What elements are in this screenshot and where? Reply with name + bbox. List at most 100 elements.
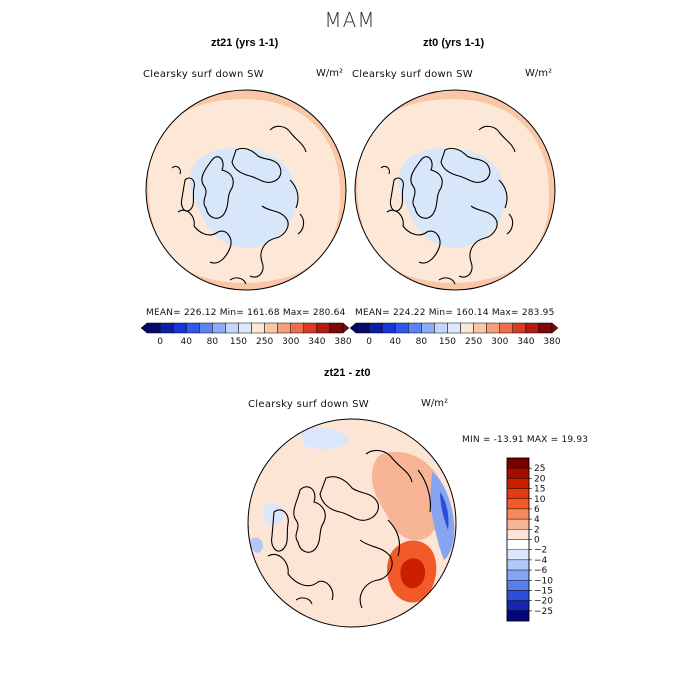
panel3-colorbar-tick-label: −4 bbox=[534, 556, 548, 566]
panel3-colorbar-tick-label: 20 bbox=[534, 474, 546, 484]
panel3-colorbar-swatch bbox=[506, 569, 530, 581]
panel3-region-hotspot-core bbox=[400, 558, 426, 589]
panel1-colorbar-swatch bbox=[199, 322, 213, 334]
panel3-colorbar-tick-label: 6 bbox=[534, 505, 540, 515]
panel2-colorbar: 0 40 80 150 250 300 340 380 bbox=[349, 322, 561, 347]
panel3-colorbar-tick-label: −25 bbox=[534, 607, 553, 617]
panel1-map bbox=[145, 89, 347, 291]
panel1-variable-label: Clearsky surf down SW bbox=[143, 69, 264, 80]
panel1-colorbar-swatch bbox=[212, 322, 226, 334]
panel3-colorbar-tick-label: 10 bbox=[534, 495, 546, 505]
panel2-title: zt0 (yrs 1-1) bbox=[423, 37, 485, 49]
panel3-colorbar-swatch bbox=[506, 539, 530, 550]
panel3-stats: MIN = -13.91 MAX = 19.93 bbox=[462, 435, 589, 445]
panel2-colorbar-swatch bbox=[355, 322, 370, 334]
panel1-title: zt21 (yrs 1-1) bbox=[211, 37, 279, 49]
panel1-colorbar-tick-label: 380 bbox=[334, 337, 351, 347]
panel2-colorbar-swatch bbox=[381, 322, 396, 334]
panel1-colorbar-tick-label: 250 bbox=[256, 337, 273, 347]
panel3-colorbar-swatch bbox=[506, 529, 530, 540]
panel3-region-siberia-east bbox=[372, 451, 445, 541]
panel1-colorbar-swatch bbox=[159, 322, 174, 334]
panel2-colorbar-swatch bbox=[512, 322, 527, 334]
panel2-colorbar-tick-label: 300 bbox=[491, 337, 508, 347]
panel3-colorbar-tick-label: 2 bbox=[534, 525, 540, 535]
panel1-colorbar-swatch bbox=[277, 322, 291, 334]
panel2-colorbar-tick-label: 380 bbox=[543, 337, 560, 347]
panel1-colorbar-low-arrow bbox=[140, 322, 148, 334]
panel3-colorbar-tick-label: −2 bbox=[534, 546, 547, 556]
panel2-colorbar-swatch bbox=[460, 322, 474, 334]
panel1-colorbar-swatch bbox=[238, 322, 252, 334]
panel1-colorbar: 0 40 80 150 250 300 340 380 bbox=[140, 322, 352, 347]
panel2-colorbar-swatch bbox=[499, 322, 514, 334]
panel3-map bbox=[247, 418, 457, 628]
panel2-colorbar-tick-label: 150 bbox=[439, 337, 456, 347]
panel2-colorbar-swatch bbox=[434, 322, 448, 334]
panel1-colorbar-tick-label: 150 bbox=[230, 337, 247, 347]
panel1-colorbar-swatch bbox=[303, 322, 318, 334]
panel2-units: W/m² bbox=[525, 68, 553, 79]
panel2-colorbar-swatch bbox=[408, 322, 422, 334]
panel1-colorbar-high-arrow bbox=[342, 322, 350, 334]
panel3-colorbar-tick-label: 15 bbox=[534, 485, 545, 495]
panel2-colorbar-tick-label: 80 bbox=[416, 337, 428, 347]
panel2-stats: MEAN= 224.22 Min= 160.14 Max= 283.95 bbox=[355, 308, 555, 318]
panel1-colorbar-swatch bbox=[264, 322, 278, 334]
panel3-region-arctic-cool bbox=[300, 427, 350, 450]
panel3-region-alaska-cool bbox=[262, 503, 285, 526]
panel1-colorbar-swatch bbox=[172, 322, 187, 334]
panel2-colorbar-swatch bbox=[368, 322, 383, 334]
panel2-colorbar-swatch bbox=[447, 322, 461, 334]
panel1-colorbar-swatch bbox=[251, 322, 265, 334]
panel1-colorbar-swatch bbox=[225, 322, 239, 334]
panel3-colorbar-swatch bbox=[506, 559, 530, 571]
panel1-region-arctic bbox=[189, 148, 297, 248]
panel3-colorbar-swatch bbox=[506, 610, 530, 622]
panel2-colorbar-swatch bbox=[421, 322, 435, 334]
panel3-region-coast-deep bbox=[440, 492, 449, 530]
panel3-colorbar-swatch bbox=[506, 508, 530, 520]
panel3-region-north-america-coast bbox=[430, 472, 455, 560]
panel3-colorbar-swatch bbox=[506, 549, 530, 561]
panel3-colorbar-tick-label: −10 bbox=[534, 576, 553, 586]
panel3-colorbar-tick-label: −6 bbox=[534, 566, 548, 576]
panel1-colorbar-swatch bbox=[329, 322, 344, 334]
panel2-colorbar-high-arrow bbox=[551, 322, 559, 334]
panel1-stats: MEAN= 226.12 Min= 161.68 Max= 280.64 bbox=[146, 308, 346, 318]
panel2-colorbar-swatch bbox=[486, 322, 500, 334]
panel3-colorbar-swatch bbox=[506, 478, 530, 489]
panel2-colorbar-tick-label: 0 bbox=[366, 337, 372, 347]
panel3-colorbar-swatch bbox=[506, 498, 530, 510]
panel3-colorbar-tick-label: 0 bbox=[534, 536, 540, 546]
panel1-colorbar-swatch bbox=[290, 322, 305, 334]
panel2-colorbar-swatch bbox=[538, 322, 553, 334]
panel2-colorbar-swatch bbox=[394, 322, 409, 334]
panel1-colorbar-tick-label: 0 bbox=[157, 337, 163, 347]
panel1-colorbar-tick-label: 40 bbox=[180, 337, 192, 347]
panel3-colorbar-swatch bbox=[506, 600, 530, 612]
panel3-title: zt21 - zt0 bbox=[324, 367, 371, 379]
panel1-colorbar-tick-label: 80 bbox=[207, 337, 219, 347]
panel3-colorbar-swatch bbox=[506, 590, 530, 601]
panel1-colorbar-swatch bbox=[185, 322, 200, 334]
panel3-colorbar-swatch bbox=[506, 467, 530, 479]
panel2-map bbox=[354, 89, 556, 291]
panel2-colorbar-swatch bbox=[473, 322, 487, 334]
panel3-colorbar-tick-label: −20 bbox=[534, 597, 553, 607]
panel3-colorbar-tick-label: 4 bbox=[534, 515, 540, 525]
panel2-region-arctic bbox=[398, 148, 506, 248]
panel1-colorbar-swatch bbox=[316, 322, 331, 334]
panel2-colorbar-tick-label: 250 bbox=[465, 337, 482, 347]
panel3-colorbar-swatch bbox=[506, 518, 530, 530]
panel3-colorbar-swatch bbox=[506, 488, 530, 499]
panel2-colorbar-tick-label: 340 bbox=[517, 337, 534, 347]
panel1-colorbar-tick-label: 300 bbox=[282, 337, 299, 347]
panel2-colorbar-swatch bbox=[525, 322, 540, 334]
panel3-colorbar-tick-label: 25 bbox=[534, 464, 545, 474]
panel2-colorbar-tick-label: 40 bbox=[389, 337, 401, 347]
panel2-colorbar-low-arrow bbox=[349, 322, 357, 334]
panel3-colorbar-tick-label: −15 bbox=[534, 586, 553, 596]
